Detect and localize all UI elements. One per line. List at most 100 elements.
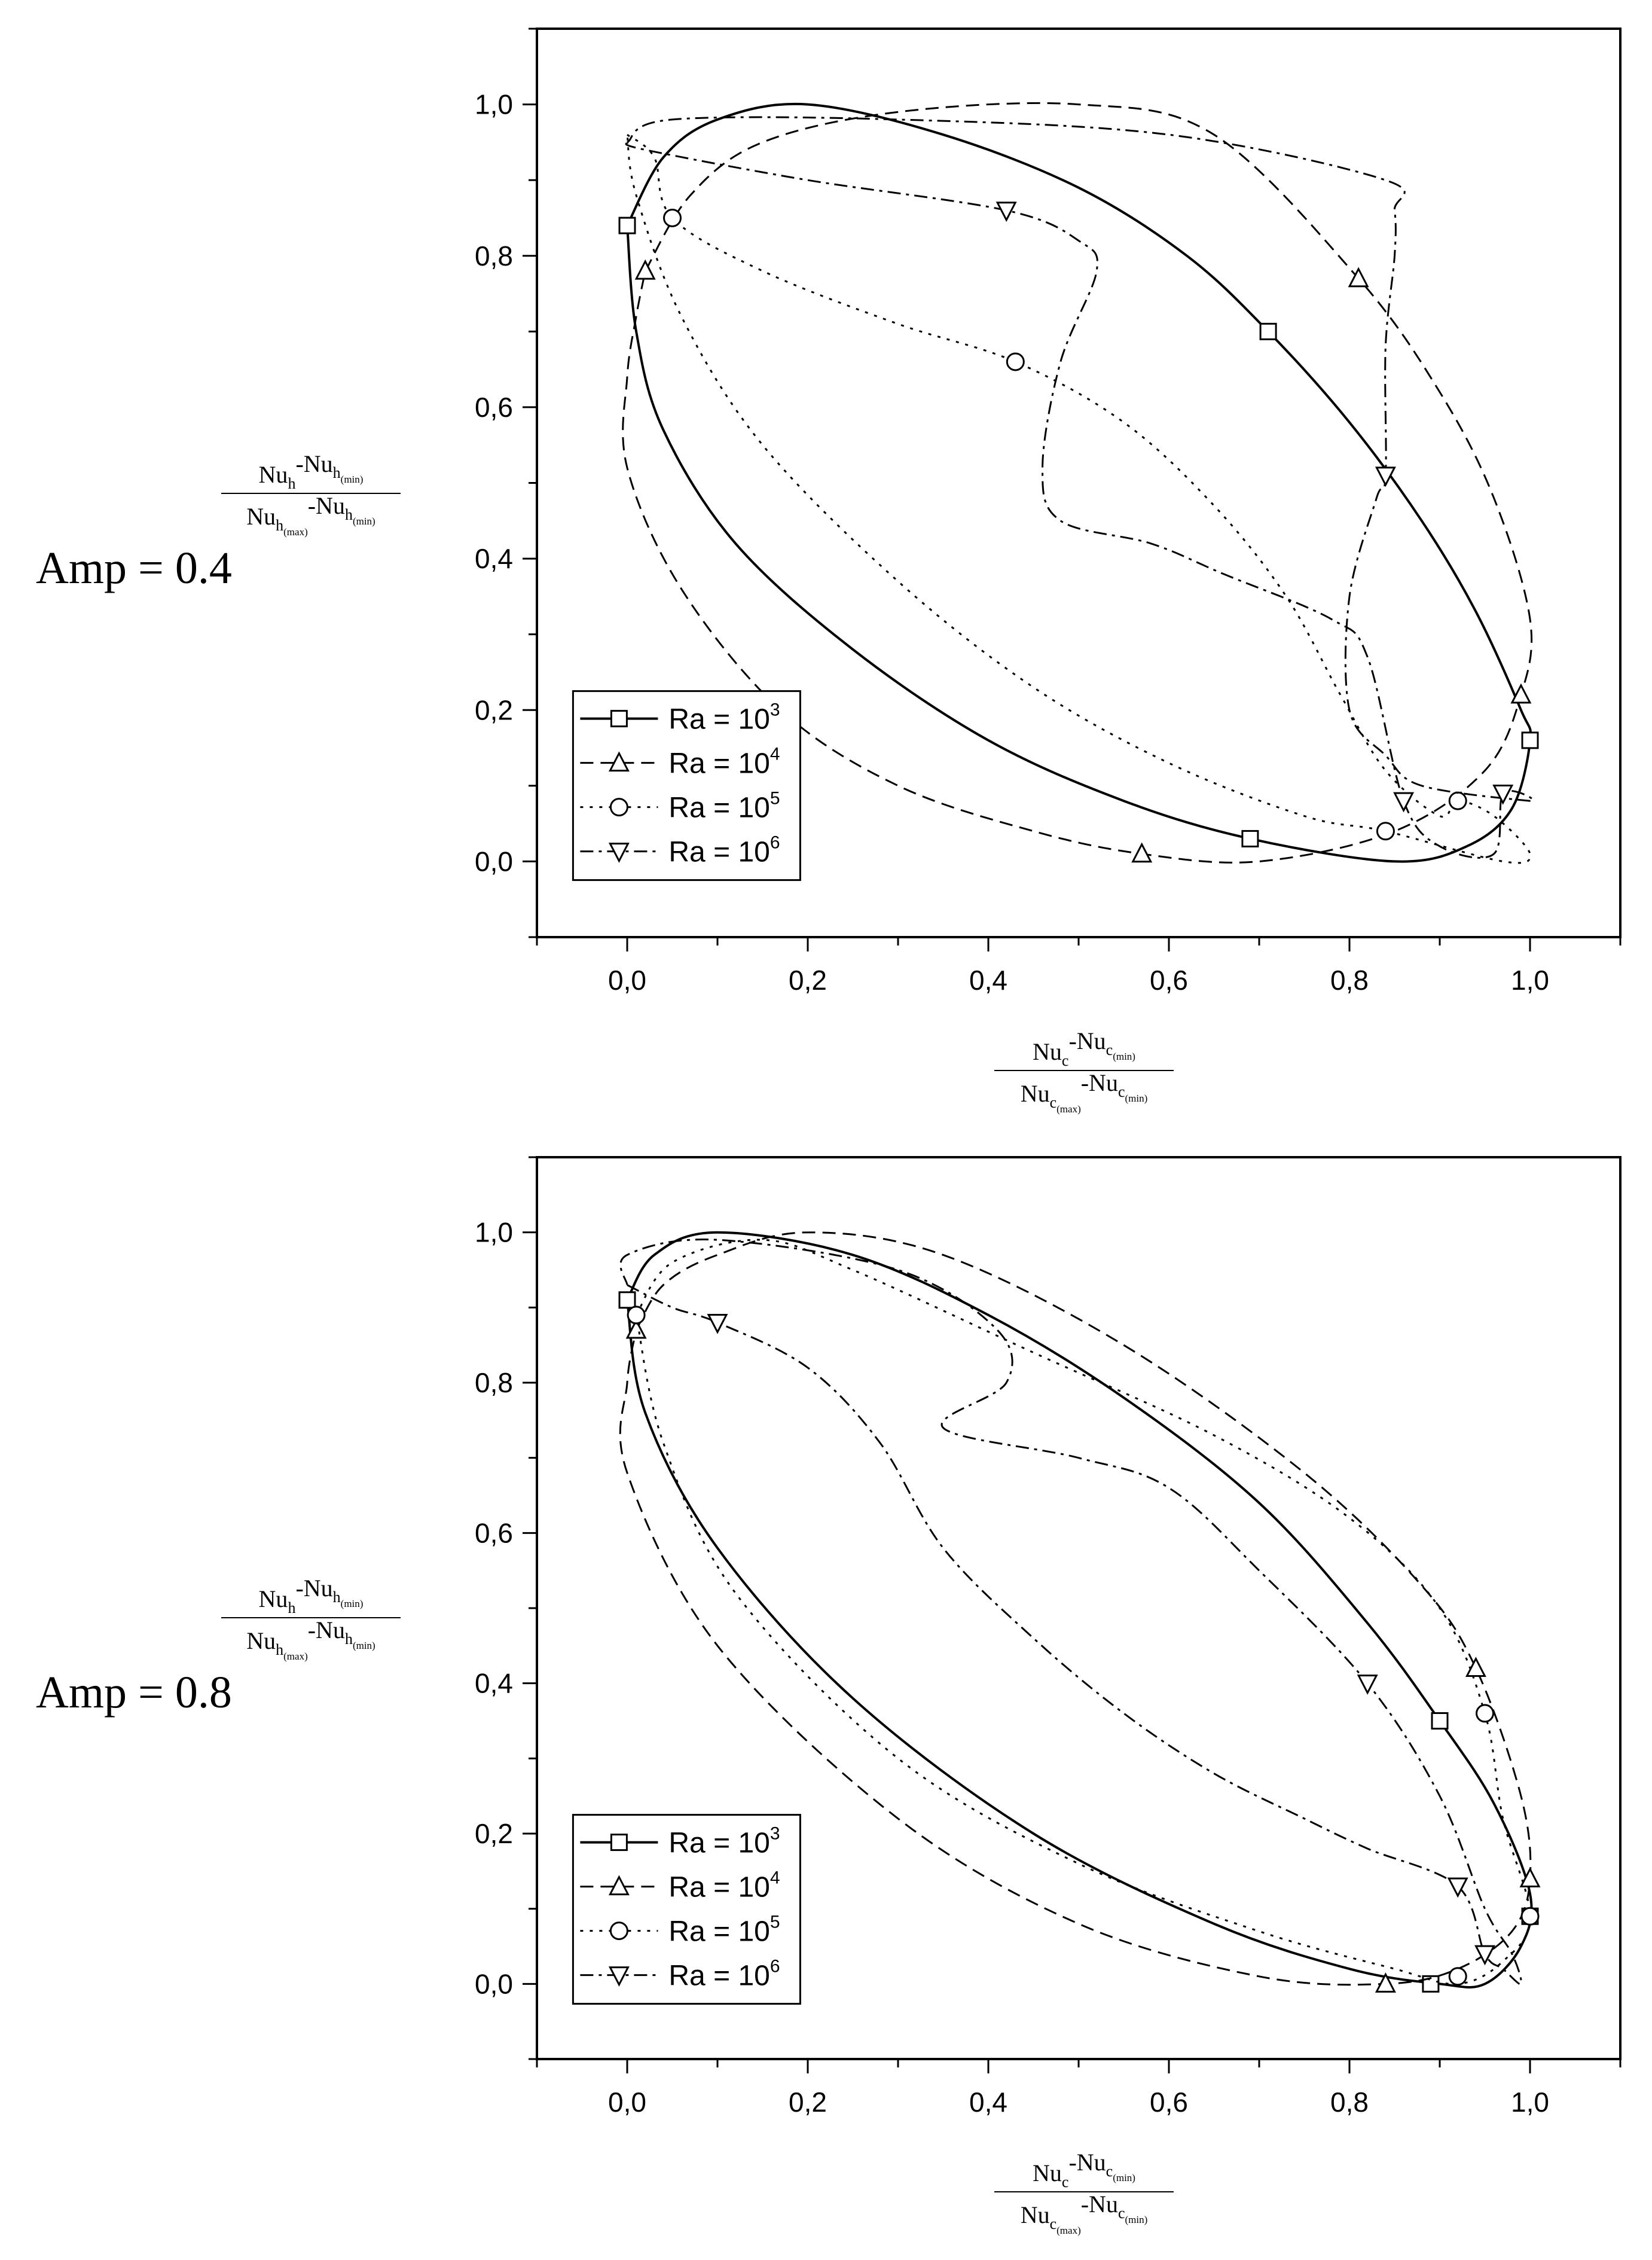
- data-point-ra-1e5: [663, 208, 682, 227]
- legend-marker: [608, 1966, 630, 1987]
- y-axis-label-denominator-part: (max): [283, 526, 308, 538]
- y-axis-label-numerator-part: Nu: [259, 1585, 288, 1612]
- x-tick-label: 0,2: [789, 965, 827, 996]
- y-axis-label-denominator-part: Nu: [246, 1627, 276, 1654]
- x-axis-label-numerator-part: (min): [1113, 1051, 1135, 1062]
- data-point-ra-1e6: [1447, 1877, 1468, 1898]
- data-point-ra-1e6: [1375, 466, 1396, 487]
- x-tick-label: 0,6: [1150, 965, 1188, 996]
- legend-label-text: Ra = 10: [668, 1960, 769, 1992]
- y-axis-label-denominator-part: h: [345, 1630, 353, 1648]
- legend-label-ra-1e6: Ra = 106: [668, 833, 780, 868]
- y-axis-label-denominator: Nuh(max)-Nuh(min): [246, 1617, 375, 1662]
- legend-label-exponent: 6: [770, 833, 780, 853]
- y-axis-label-numerator-part: h: [288, 1599, 295, 1617]
- legend-label-exponent: 5: [770, 789, 780, 809]
- x-axis-label-numerator-part: (min): [1113, 2172, 1135, 2183]
- x-axis-label-denominator-part: (min): [1125, 2214, 1148, 2225]
- data-point-ra-1e6: [996, 202, 1017, 222]
- legend-label-exponent: 3: [770, 700, 780, 720]
- y-tick-label: 1,0: [475, 89, 513, 120]
- x-axis-label-denominator: Nuc(max)-Nuc(min): [1021, 2191, 1148, 2236]
- y-axis-label-numerator-part: (min): [341, 474, 364, 485]
- legend-label-text: Ra = 10: [668, 748, 769, 780]
- x-axis-label-numerator-part: c: [1106, 2163, 1113, 2180]
- legend-label-ra-1e3: Ra = 103: [668, 1824, 780, 1859]
- series-line-ra-1e3: [626, 1231, 1533, 1989]
- data-point-ra-1e4: [1131, 842, 1153, 863]
- data-point-ra-1e5: [1376, 822, 1395, 841]
- x-axis-label-denominator-part: Nu: [1021, 1080, 1050, 1107]
- legend-marker: [608, 843, 630, 863]
- y-axis-label-numerator: Nuh-Nuh(min): [259, 1575, 364, 1617]
- y-axis-label-denominator-part: (min): [353, 516, 375, 527]
- x-tick-label: 0,6: [1150, 2087, 1188, 2118]
- x-axis-label-numerator-part: c: [1062, 1052, 1069, 1069]
- series-line-ra-1e6: [619, 1239, 1522, 1985]
- legend-marker: [609, 798, 628, 817]
- x-axis-label-denominator-part: Nu: [1021, 2201, 1050, 2228]
- panel-label: Amp = 0.4: [36, 543, 232, 593]
- legend-label-ra-1e5: Ra = 105: [668, 789, 780, 824]
- chart-amp-0-4: Amp = 0.4 0,0 0,2 0,4 0,6 0,8 1,0 0,0 0,2 0,4 0,6 0…: [36, 28, 1622, 1115]
- y-axis-label-numerator-part: Nu: [259, 461, 288, 488]
- legend-label-exponent: 3: [770, 1824, 780, 1844]
- data-point-ra-1e6: [1492, 784, 1514, 805]
- y-axis-label-denominator-part: (min): [353, 1640, 375, 1651]
- data-point-ra-1e5: [627, 1306, 646, 1325]
- x-axis-label-denominator-part: c: [1050, 1094, 1057, 1111]
- x-axis-label-denominator-part: (max): [1056, 1103, 1081, 1115]
- y-axis-label-denominator-part: -Nu: [308, 492, 345, 519]
- legend-label-exponent: 5: [770, 1913, 780, 1932]
- data-point-ra-1e3: [1241, 829, 1259, 847]
- series-line-ra-1e4: [622, 102, 1533, 864]
- x-axis-label-denominator-part: c: [1050, 2215, 1057, 2232]
- x-axis-label-denominator-part: -Nu: [1081, 1069, 1118, 1096]
- legend-marker: [608, 751, 630, 772]
- series-line-ra-1e3: [626, 102, 1532, 863]
- legend-label-ra-1e4: Ra = 104: [668, 1868, 780, 1904]
- data-point-ra-1e4: [1348, 267, 1369, 288]
- legend-label-text: Ra = 10: [668, 1916, 769, 1948]
- legend-label-ra-1e6: Ra = 106: [668, 1957, 780, 1992]
- data-point-ra-1e5: [1520, 1907, 1540, 1926]
- data-point-ra-1e6: [1474, 1945, 1495, 1966]
- y-tick-label: 0,4: [475, 543, 513, 574]
- data-point-ra-1e5: [1448, 791, 1467, 810]
- y-axis-label-denominator-part: (max): [283, 1651, 308, 1662]
- y-tick-label: 0,4: [475, 1668, 513, 1699]
- legend-label-text: Ra = 10: [668, 792, 769, 824]
- y-tick-label: 0,8: [475, 240, 513, 272]
- legend-label-exponent: 4: [770, 745, 780, 764]
- y-tick-label: 0,8: [475, 1367, 513, 1398]
- data-point-ra-1e3: [618, 1291, 636, 1309]
- x-axis-label-numerator: Nuc-Nuc(min): [1033, 2149, 1135, 2191]
- x-axis-label-denominator-part: (max): [1056, 2225, 1081, 2236]
- x-tick-label: 1,0: [1511, 965, 1549, 996]
- x-axis-label-numerator: Nuc-Nuc(min): [1033, 1027, 1135, 1069]
- legend-label-ra-1e3: Ra = 103: [668, 700, 780, 736]
- legend-label-text: Ra = 10: [668, 1828, 769, 1859]
- x-tick-label: 0,0: [608, 2087, 646, 2118]
- data-point-ra-1e4: [1510, 683, 1532, 704]
- y-axis-label-denominator: Nuh(max)-Nuh(min): [246, 492, 375, 538]
- data-point-ra-1e6: [1357, 1675, 1378, 1695]
- y-axis-label-numerator-part: -Nu: [295, 450, 332, 477]
- x-axis-label-numerator-part: -Nu: [1068, 1027, 1106, 1054]
- y-axis-label-denominator-part: h: [276, 1641, 283, 1658]
- x-tick-label: 0,0: [608, 965, 646, 996]
- data-point-ra-1e6: [1393, 792, 1415, 813]
- x-tick-label: 0,2: [789, 2087, 827, 2118]
- x-axis-label-numerator-part: Nu: [1033, 1038, 1062, 1065]
- x-axis-label-numerator-part: -Nu: [1068, 2149, 1106, 2176]
- y-tick-label: 0,2: [475, 1818, 513, 1849]
- x-tick-label: 1,0: [1511, 2087, 1549, 2118]
- x-axis-label-numerator-part: c: [1062, 2173, 1069, 2191]
- data-point-ra-1e4: [634, 259, 656, 280]
- data-point-ra-1e5: [1448, 1967, 1467, 1986]
- y-tick-label: 0,0: [475, 846, 513, 877]
- x-axis-label: Nuc-Nuc(min)Nuc(max)-Nuc(min): [994, 1027, 1174, 1115]
- x-axis-label-denominator-part: c: [1118, 2204, 1125, 2222]
- data-point-ra-1e5: [1476, 1704, 1494, 1723]
